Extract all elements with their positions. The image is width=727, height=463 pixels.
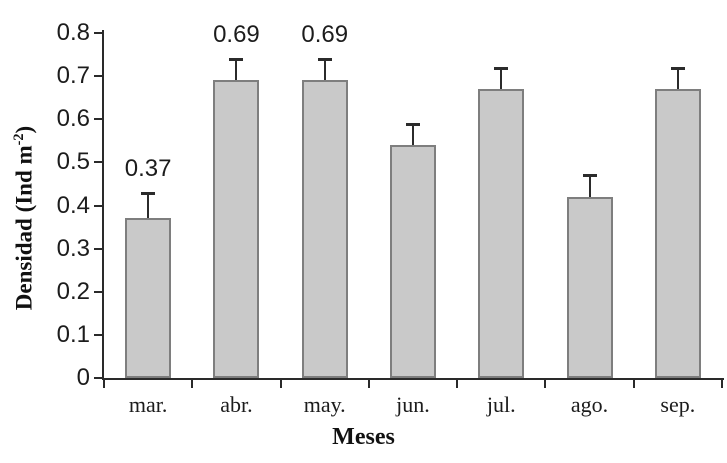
error-bar-cap xyxy=(406,122,420,126)
error-bar-line xyxy=(147,192,150,219)
error-bar-cap xyxy=(141,191,156,195)
y-axis-tick-label: 0.4 xyxy=(56,191,90,219)
x-axis-category-label: may. xyxy=(303,392,346,417)
error-bar-cap xyxy=(317,57,332,61)
x-axis-category-label: jul. xyxy=(486,392,516,417)
error-bar-cap xyxy=(582,174,597,178)
bar-may xyxy=(301,80,348,378)
x-axis-category-label: mar. xyxy=(128,392,168,417)
y-axis-tick-label: 0 xyxy=(76,364,90,391)
x-axis-tick xyxy=(191,380,194,388)
y-axis-tick-label: 0.2 xyxy=(56,277,90,305)
x-axis-tick xyxy=(279,380,282,388)
y-axis-tick xyxy=(94,377,102,379)
y-axis-tick xyxy=(94,75,102,78)
y-axis-tick-label: 0.8 xyxy=(56,19,90,46)
y-axis-tick xyxy=(94,32,102,34)
bar-ago xyxy=(566,196,613,378)
x-axis-title: Meses xyxy=(332,424,395,450)
y-axis-tick xyxy=(94,204,102,207)
x-axis-category-label: jun. xyxy=(396,392,430,417)
error-bar-line xyxy=(323,58,326,81)
error-bar-line xyxy=(588,175,591,197)
bar-jul xyxy=(478,89,525,378)
x-axis-tick xyxy=(103,380,105,388)
x-axis-line xyxy=(102,378,724,380)
y-axis-tick-label: 0.5 xyxy=(56,148,90,176)
bar-abr xyxy=(213,80,260,378)
bar-jun xyxy=(390,145,436,378)
y-axis-tick xyxy=(94,247,102,250)
y-axis-title-superscript: -2 xyxy=(11,133,27,146)
bar-mar xyxy=(125,218,172,378)
y-axis-tick xyxy=(94,118,102,121)
x-axis-tick xyxy=(544,380,547,388)
y-axis-tick-label: 0.3 xyxy=(56,234,90,262)
error-bar-line xyxy=(235,58,238,81)
error-bar-line xyxy=(500,67,503,90)
error-bar-line xyxy=(676,67,679,90)
error-bar-cap xyxy=(494,66,509,70)
bar-sep xyxy=(654,89,701,378)
bar-value-label: 0.69 xyxy=(213,20,260,48)
x-axis-category-label: ago. xyxy=(570,392,609,417)
y-axis-tick-label: 0.7 xyxy=(56,62,90,90)
y-axis-tick xyxy=(94,333,102,336)
y-axis-tick xyxy=(94,161,102,164)
bar-value-label: 0.37 xyxy=(124,154,172,182)
y-axis-tick-label: 0.1 xyxy=(56,320,90,348)
x-axis-tick xyxy=(456,380,459,388)
error-bar-line xyxy=(412,123,414,146)
x-axis-tick xyxy=(367,380,370,388)
y-axis-line xyxy=(102,30,104,380)
x-axis-category-label: sep. xyxy=(660,392,696,417)
error-bar-cap xyxy=(670,66,685,70)
y-axis-tick-label: 0.6 xyxy=(56,105,90,133)
x-axis-category-label: abr. xyxy=(220,392,253,417)
bar-value-label: 0.69 xyxy=(301,20,349,48)
y-axis-tick xyxy=(94,290,102,293)
error-bar-cap xyxy=(229,57,244,61)
x-axis-tick xyxy=(632,380,635,388)
x-axis-tick xyxy=(721,380,723,388)
